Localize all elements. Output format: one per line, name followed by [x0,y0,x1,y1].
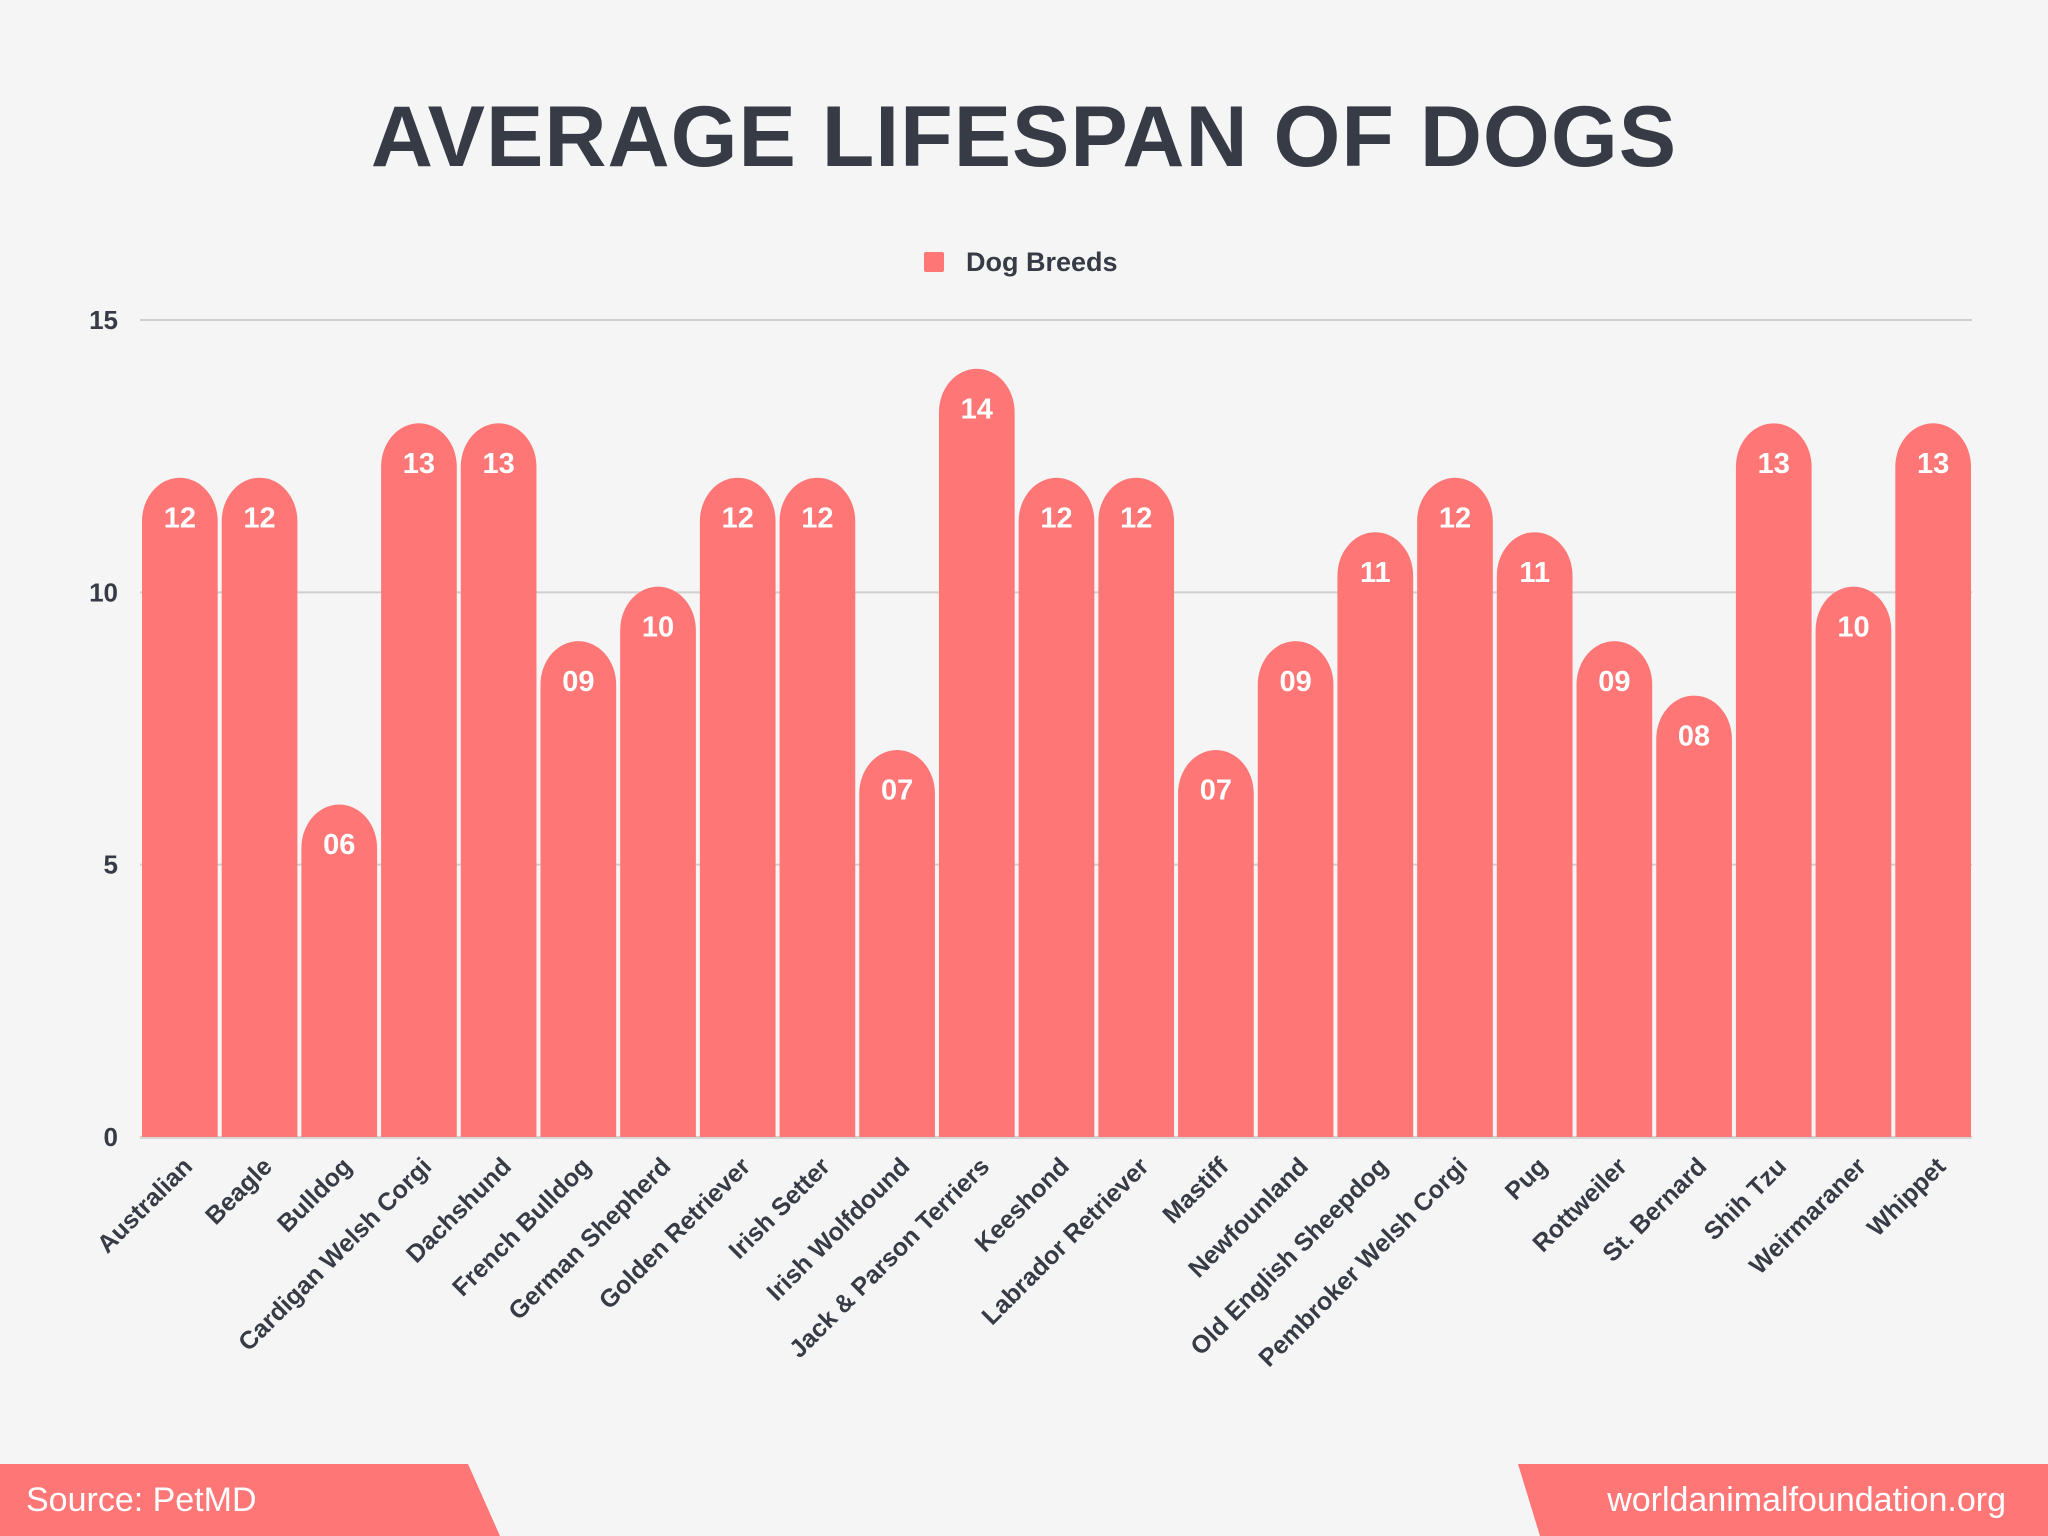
x-tick-label: Beagle [200,1152,278,1230]
legend-label: Dog Breeds [966,247,1118,277]
bar [460,423,537,1137]
x-tick-label: Whippet [1862,1152,1952,1242]
bar-value-label: 12 [1120,502,1152,534]
x-tick-label: Golden Retriever [594,1152,756,1314]
x-tick-label: French Bulldog [447,1152,596,1301]
bar [1815,586,1892,1137]
x-tick-label: Mastiff [1157,1152,1234,1229]
website-banner[interactable]: worldanimalfoundation.org [1518,1464,2048,1536]
bar-value-label: 12 [243,502,275,534]
y-tick-label: 0 [104,1122,118,1152]
bar-value-label: 12 [1439,502,1471,534]
bar [620,586,696,1137]
website-link[interactable]: worldanimalfoundation.org [1607,1481,2006,1519]
bar [221,477,298,1138]
bar [540,641,617,1137]
bar-chart: Dog Breeds05101512Australian12Beagle06Bu… [89,247,1972,1372]
bar [938,368,1015,1137]
bar-value-label: 10 [642,611,674,643]
bar [1018,477,1095,1137]
source-banner-shape [0,1464,500,1536]
bar-value-label: 07 [881,775,913,807]
bar [1895,423,1971,1137]
bar-value-label: 14 [961,393,993,425]
bar-value-label: 13 [403,448,435,480]
bar [1257,641,1334,1137]
bar-value-label: 08 [1678,720,1710,752]
bar-value-label: 10 [1837,611,1869,643]
bar [1496,532,1573,1137]
bar-value-label: 12 [164,502,196,534]
bar-value-label: 06 [323,829,355,861]
bar-value-label: 13 [1758,448,1790,480]
bar-value-label: 12 [801,502,833,534]
bar-value-label: 11 [1519,557,1550,589]
bar-value-label: 11 [1360,557,1391,589]
y-tick-label: 10 [89,577,118,607]
x-tick-label: Irish Wolfdound [761,1152,915,1306]
bar-value-label: 13 [1917,448,1949,480]
bar-value-label: 12 [722,502,754,534]
y-tick-label: 15 [89,305,118,335]
bar [1735,423,1812,1137]
legend-swatch [924,252,944,272]
chart-title: AVERAGE LIFESPAN OF DOGS [370,89,1678,185]
x-tick-label: Pug [1500,1152,1553,1205]
bar-value-label: 09 [1598,666,1630,698]
bar [1337,532,1414,1137]
website-banner-shape [1518,1464,2048,1536]
bar [1576,641,1653,1137]
bar-value-label: 09 [1279,666,1311,698]
bar [381,423,457,1137]
bar [1178,750,1254,1137]
source-text: Source: PetMD [26,1481,257,1519]
bar-value-label: 13 [482,448,514,480]
bar [859,750,935,1137]
bar [142,477,218,1137]
y-tick-label: 5 [104,850,118,880]
bar-value-label: 09 [562,666,594,698]
bar [699,477,776,1137]
bar [1656,695,1732,1137]
bar [301,804,378,1137]
bar [779,477,856,1138]
bar [1417,477,1493,1137]
x-tick-label: Australian [92,1152,198,1258]
bar-value-label: 07 [1200,775,1232,807]
source-banner: Source: PetMD [0,1464,500,1536]
bar-value-label: 12 [1040,502,1072,534]
bar [1098,477,1175,1137]
